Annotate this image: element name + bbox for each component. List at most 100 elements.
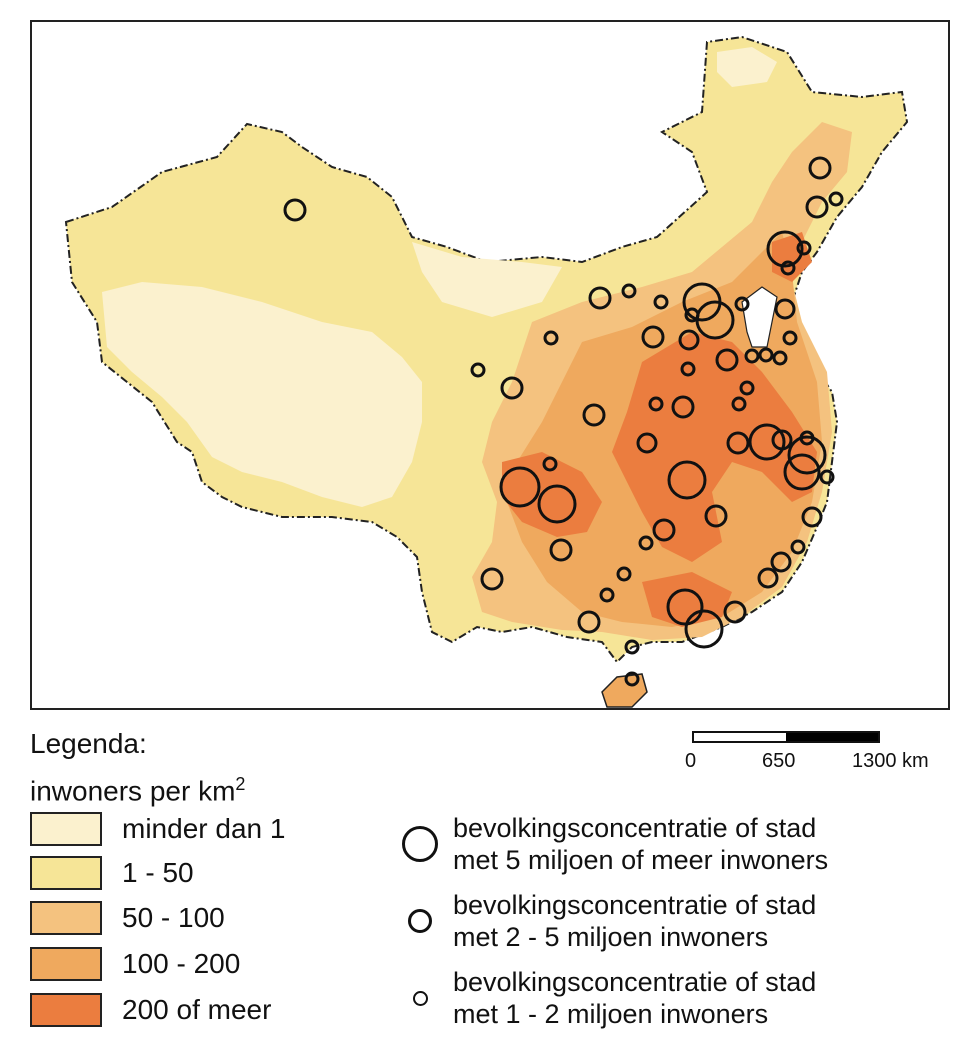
city-marker-medium [671, 395, 695, 419]
city-marker-medium [588, 286, 612, 310]
legend-title: Legenda: [30, 728, 147, 759]
city-marker-medium [771, 429, 793, 451]
city-marker-medium [641, 325, 665, 349]
legend-density-label: 1 - 50 [122, 857, 194, 888]
sparse-area-north [412, 242, 562, 317]
city-marker-small [624, 639, 640, 655]
city-marker-large [666, 588, 704, 626]
city-marker-small [543, 330, 559, 346]
city-marker-medium [704, 504, 728, 528]
city-marker-medium [774, 298, 796, 320]
city-marker-small [790, 539, 806, 555]
city-marker-large [537, 484, 577, 524]
city-marker-small [731, 396, 747, 412]
city-marker-small [653, 294, 669, 310]
scale-label-0: 0 [685, 750, 697, 772]
city-marker-medium [480, 567, 504, 591]
legend-subtitle-superscript: 2 [235, 774, 246, 794]
legend-circle-large [402, 826, 438, 862]
city-marker-small [772, 350, 788, 366]
legend-subtitle-text: inwoners per km [30, 775, 236, 807]
city-marker-medium [636, 432, 658, 454]
china-population-density-map [64, 35, 909, 708]
city-marker-small [638, 535, 654, 551]
scale-segment-black [786, 733, 878, 741]
city-marker-small [819, 469, 835, 485]
city-marker-medium [726, 431, 750, 455]
scale-label-650: 650 [762, 750, 796, 772]
city-marker-small [799, 430, 815, 446]
city-marker-small [680, 361, 696, 377]
city-marker-small [734, 296, 750, 312]
legend-city-line2: met 5 miljoen of meer inwoners [453, 845, 829, 875]
city-marker-small [796, 240, 812, 256]
city-marker-medium [723, 600, 747, 624]
legend-city-line1: bevolkingsconcentratie of stad [453, 967, 817, 997]
city-marker-medium [805, 195, 829, 219]
map-frame [30, 20, 950, 710]
legend-swatch [30, 993, 102, 1027]
bohai-sea [741, 286, 778, 348]
legend-swatch [30, 947, 102, 981]
city-marker-medium [801, 506, 823, 528]
legend-density-label: 200 of meer [122, 994, 272, 1025]
city-marker-small [470, 362, 486, 378]
city-marker-large [684, 609, 724, 649]
city-marker-small [542, 456, 558, 472]
city-marker-large [766, 230, 804, 268]
city-marker-small [758, 347, 774, 363]
city-marker-medium [757, 567, 779, 589]
city-marker-small [828, 191, 844, 207]
city-marker-medium [577, 610, 601, 634]
legend-density-item: 100 - 200 [30, 944, 240, 984]
sparse-area-west [102, 282, 422, 507]
legend-subtitle: inwoners per km2 [30, 768, 245, 807]
legend-density-item: 50 - 100 [30, 898, 225, 938]
legend-city-item-large: bevolkingsconcentratie of stad met 5 mil… [395, 812, 828, 876]
city-marker-small [621, 283, 637, 299]
city-marker-medium [500, 376, 524, 400]
city-marker-medium [652, 518, 676, 542]
scale-label-1300: 1300 km [852, 750, 929, 772]
city-marker-small [684, 307, 700, 323]
legend-swatch [30, 856, 102, 890]
city-marker-large [787, 435, 827, 475]
legend-city-item-small: bevolkingsconcentratie of stad met 1 - 2… [395, 966, 816, 1030]
legend-city-line1: bevolkingsconcentratie of stad [453, 813, 817, 843]
hainan-island [601, 673, 648, 708]
legend-density-item: minder dan 1 [30, 809, 285, 849]
city-marker-large [667, 460, 707, 500]
legend-city-line2: met 2 - 5 miljoen inwoners [453, 922, 769, 952]
city-marker-medium [678, 329, 700, 351]
legend-city-line1: bevolkingsconcentratie of stad [453, 890, 817, 920]
legend-circle-small [412, 990, 428, 1006]
city-marker-small [780, 260, 796, 276]
scale-bar [692, 731, 880, 743]
city-marker-large [783, 453, 821, 491]
city-marker-medium [549, 538, 573, 562]
city-markers [283, 156, 844, 687]
legend-swatch [30, 901, 102, 935]
legend-swatch [30, 812, 102, 846]
legend-density-label: 100 - 200 [122, 948, 241, 979]
city-marker-medium [770, 551, 792, 573]
scale-segment-white [694, 733, 786, 741]
legend-density-label: 50 - 100 [122, 902, 225, 933]
city-marker-medium [715, 348, 739, 372]
city-marker-small [782, 330, 798, 346]
sparse-area-northeast [717, 47, 777, 87]
city-marker-large [748, 423, 786, 461]
legend-density-item: 1 - 50 [30, 853, 194, 893]
city-marker-small [744, 348, 760, 364]
legend-city-item-medium: bevolkingsconcentratie of stad met 2 - 5… [395, 889, 816, 953]
city-marker-medium [582, 403, 606, 427]
legend-circle-medium [408, 909, 432, 933]
city-marker-small [739, 380, 755, 396]
city-marker-small [616, 566, 632, 582]
city-marker-small [599, 587, 615, 603]
density-200-plus-area [612, 332, 817, 562]
density-200-plus-sichuan [502, 452, 602, 537]
city-marker-large [499, 466, 541, 508]
city-marker-small [624, 671, 640, 687]
city-marker-medium [808, 156, 832, 180]
